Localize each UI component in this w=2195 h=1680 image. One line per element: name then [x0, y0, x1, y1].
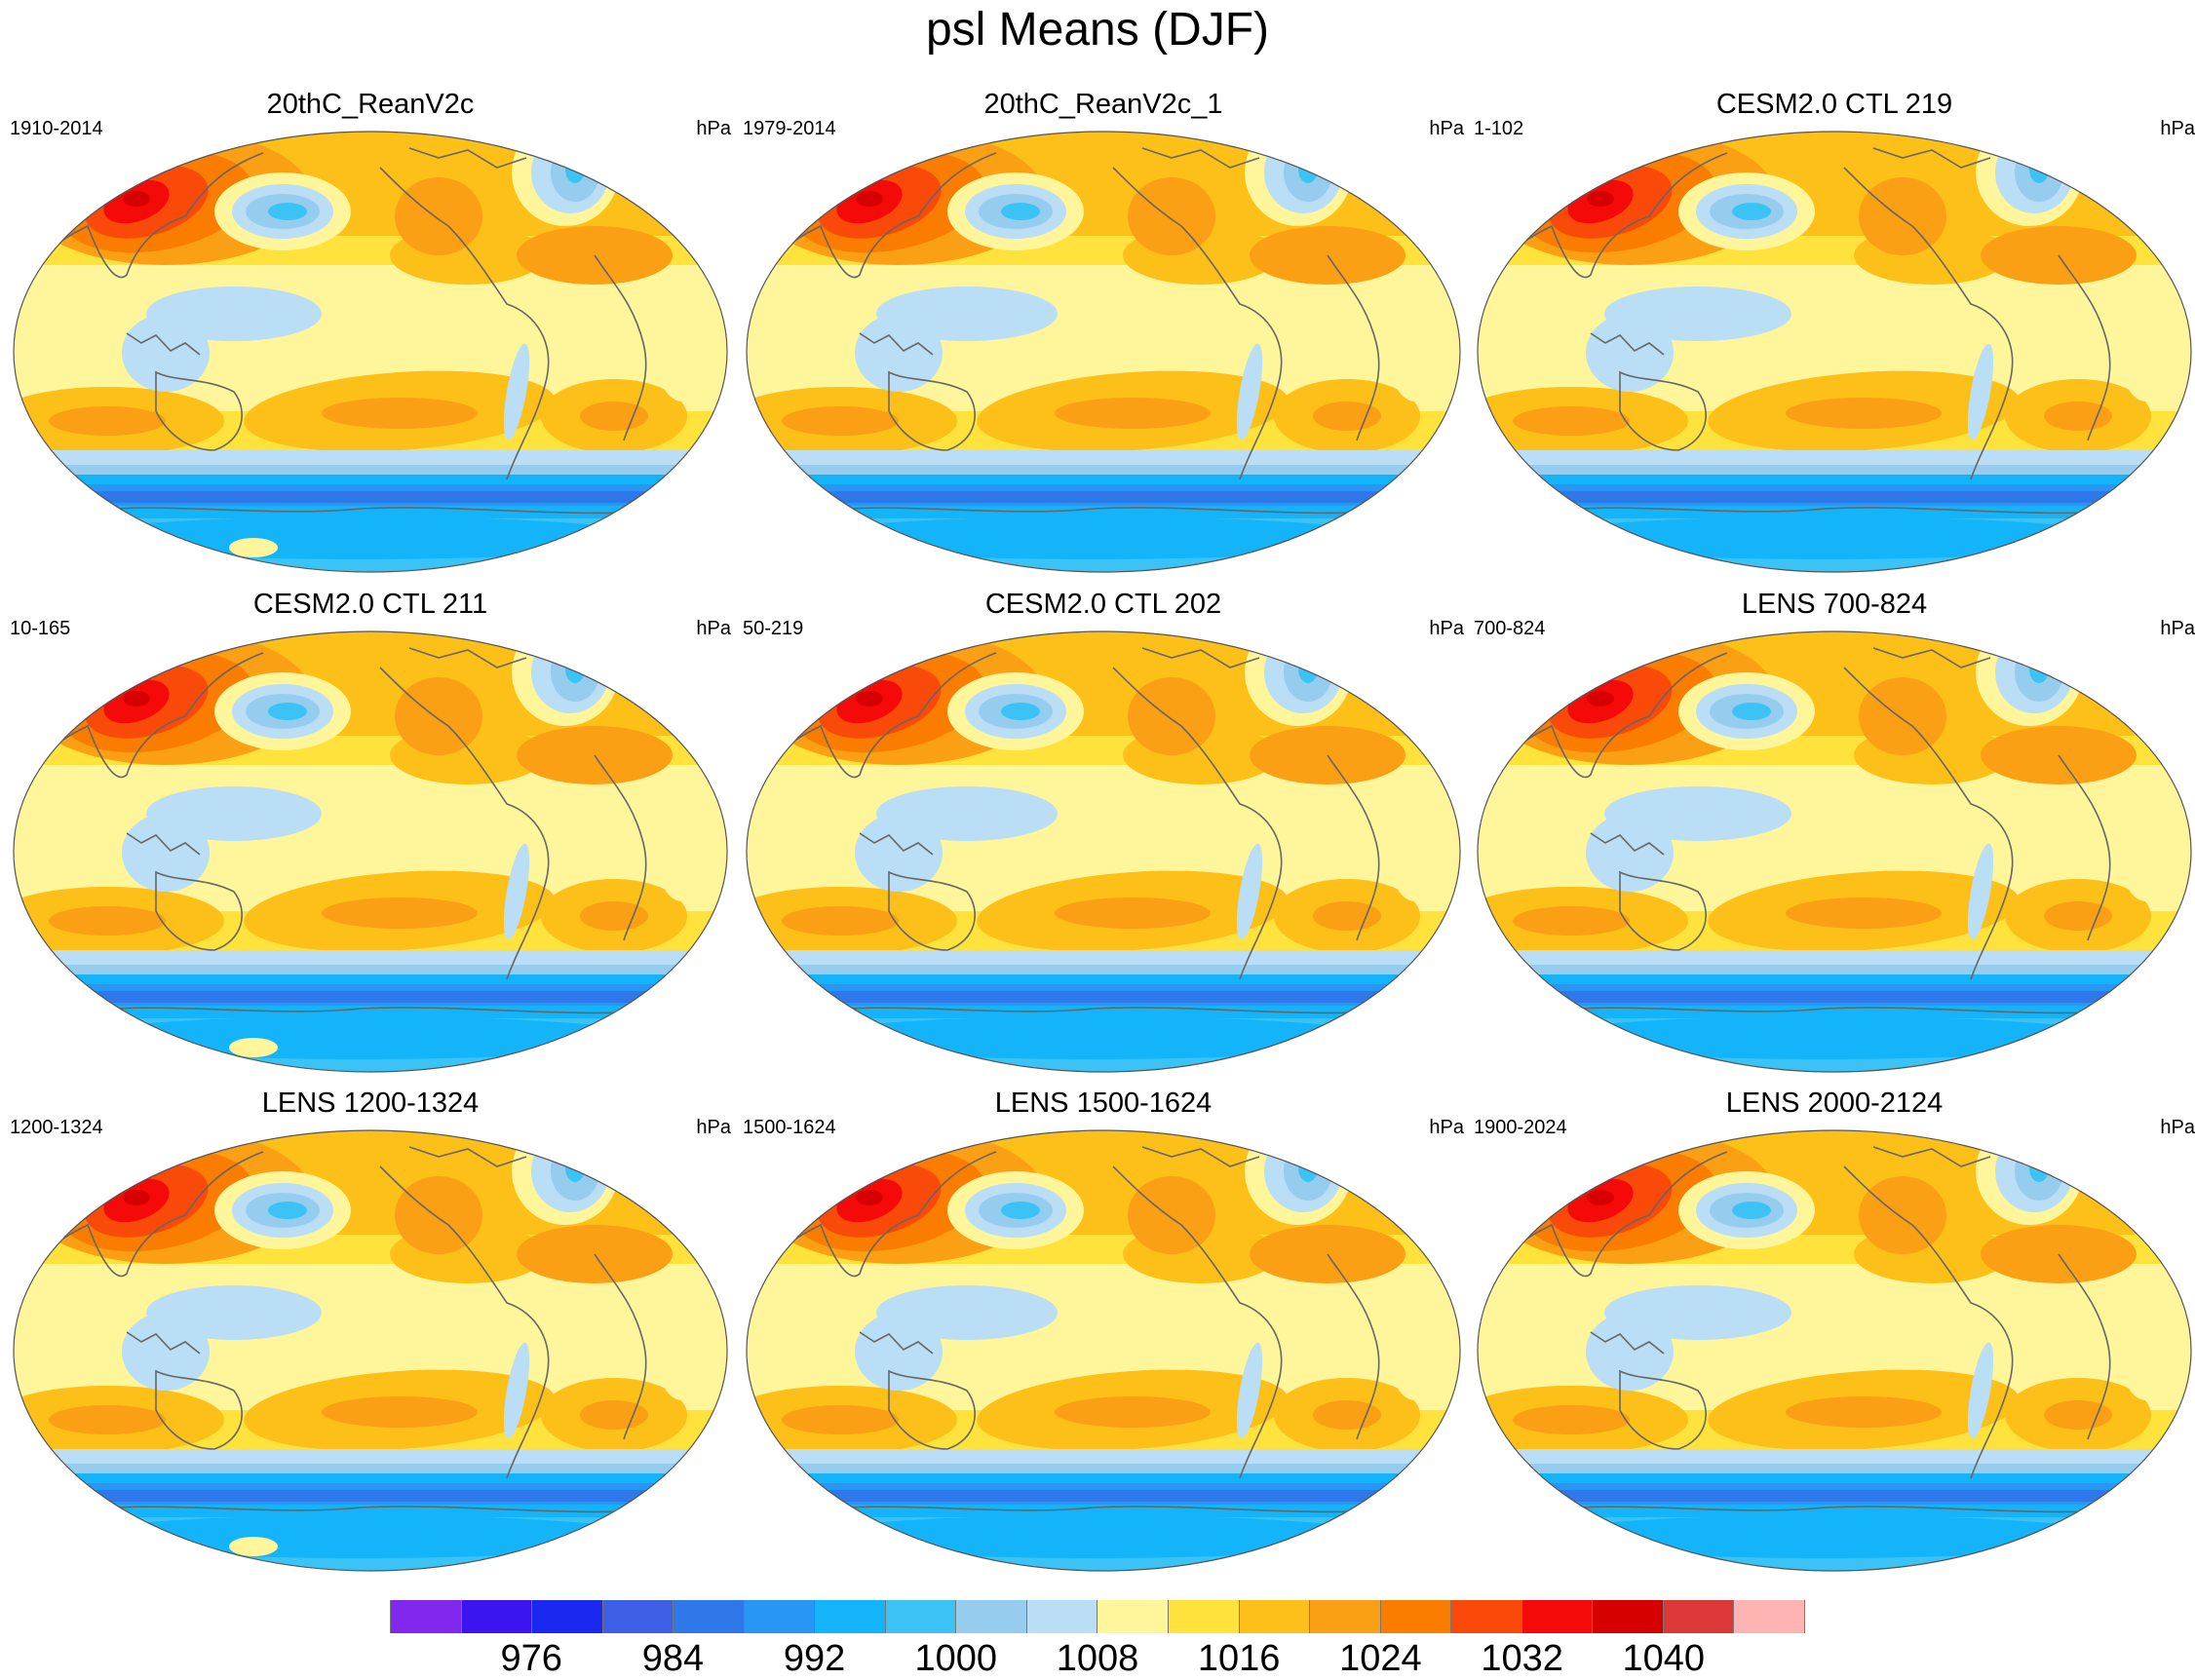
panel-units: hPa — [696, 1117, 731, 1138]
panel-units: hPa — [2160, 118, 2195, 139]
panel-units: hPa — [1429, 618, 1464, 639]
panel-title: LENS 1500-1624 — [994, 1088, 1213, 1119]
colorbar-swatch — [814, 1600, 885, 1633]
colorbar-swatch — [1309, 1600, 1380, 1633]
colorbar-swatch — [1097, 1600, 1169, 1633]
panel-units: hPa — [696, 118, 731, 139]
panel-years: 1-102 — [1474, 118, 1524, 139]
colorbar-swatch — [1025, 1600, 1098, 1633]
panel-years: 1900-2024 — [1474, 1117, 1567, 1138]
map-panel: 20thC_ReanV2c_1 1979-2014 hPa — [743, 88, 1464, 575]
colorbar-swatch — [531, 1600, 602, 1633]
map-panel: CESM2.0 CTL 219 1-102 hPa — [1474, 88, 2195, 575]
panel-years: 1500-1624 — [743, 1117, 836, 1138]
panel-years: 10-165 — [10, 618, 71, 639]
panel-units: hPa — [1429, 118, 1464, 139]
colorbar-tick-label: 1016 — [1197, 1638, 1281, 1679]
colorbar-swatch — [1450, 1600, 1521, 1633]
panel-units: hPa — [1429, 1117, 1464, 1138]
colorbar-swatch — [390, 1600, 461, 1633]
map-panel: LENS 1500-1624 1500-1624 hPa — [743, 1087, 1464, 1574]
panel-title: CESM2.0 CTL 211 — [252, 589, 488, 620]
colorbar-tick-label: 1024 — [1339, 1638, 1422, 1679]
colorbar-swatch — [1168, 1600, 1239, 1633]
panel-title: 20thC_ReanV2c_1 — [983, 89, 1223, 120]
colorbar-swatch — [884, 1600, 956, 1633]
panel-title: CESM2.0 CTL 202 — [984, 589, 1222, 620]
panel-units: hPa — [2160, 1117, 2195, 1138]
map-panel: LENS 1200-1324 1200-1324 hPa — [10, 1087, 731, 1574]
colorbar-swatch — [1733, 1600, 1805, 1633]
colorbar-swatch — [460, 1600, 532, 1633]
panel-years: 50-219 — [743, 618, 804, 639]
panel-years: 1910-2014 — [10, 118, 103, 139]
panel-years: 700-824 — [1474, 618, 1546, 639]
colorbar-swatch — [1238, 1600, 1310, 1633]
colorbar-tick-label: 984 — [641, 1638, 705, 1679]
colorbar: 976 984 992 1000 1008 1016 1024 1032 1040 — [390, 1600, 1805, 1680]
colorbar-tick-label: 992 — [783, 1638, 846, 1679]
panel-units: hPa — [696, 618, 731, 639]
panel-title: LENS 1200-1324 — [261, 1088, 480, 1119]
colorbar-tick-label: 1000 — [914, 1638, 998, 1679]
colorbar-swatch — [1521, 1600, 1593, 1633]
colorbar-swatch — [601, 1600, 674, 1633]
colorbar-swatch — [1662, 1600, 1734, 1633]
panel-title: LENS 2000-2124 — [1725, 1088, 1944, 1119]
map-panel: LENS 2000-2124 1900-2024 hPa — [1474, 1087, 2195, 1574]
colorbar-swatch — [955, 1600, 1026, 1633]
panel-title: CESM2.0 CTL 219 — [1715, 89, 1953, 120]
colorbar-boxes — [390, 1600, 1805, 1633]
map-panel: 20thC_ReanV2c 1910-2014 hPa — [10, 88, 731, 575]
colorbar-tick-label: 976 — [500, 1638, 562, 1679]
panel-title: LENS 700-824 — [1741, 589, 1928, 620]
colorbar-swatch — [673, 1600, 744, 1633]
map-panel: CESM2.0 CTL 202 50-219 hPa — [743, 588, 1464, 1075]
colorbar-swatch — [743, 1600, 815, 1633]
colorbar-tick-label: 1008 — [1056, 1638, 1139, 1679]
panel-units: hPa — [2160, 618, 2195, 639]
map-panel: CESM2.0 CTL 211 10-165 hPa — [10, 588, 731, 1075]
colorbar-tick-label: 1040 — [1622, 1638, 1706, 1679]
panel-years: 1200-1324 — [10, 1117, 103, 1138]
figure-title: psl Means (DJF) — [925, 4, 1270, 56]
colorbar-swatch — [1592, 1600, 1663, 1633]
colorbar-swatch — [1379, 1600, 1451, 1633]
panel-title: 20thC_ReanV2c — [266, 89, 475, 120]
panel-years: 1979-2014 — [743, 118, 836, 139]
colorbar-tick-label: 1032 — [1481, 1638, 1563, 1679]
map-panel: LENS 700-824 700-824 hPa — [1474, 588, 2195, 1075]
